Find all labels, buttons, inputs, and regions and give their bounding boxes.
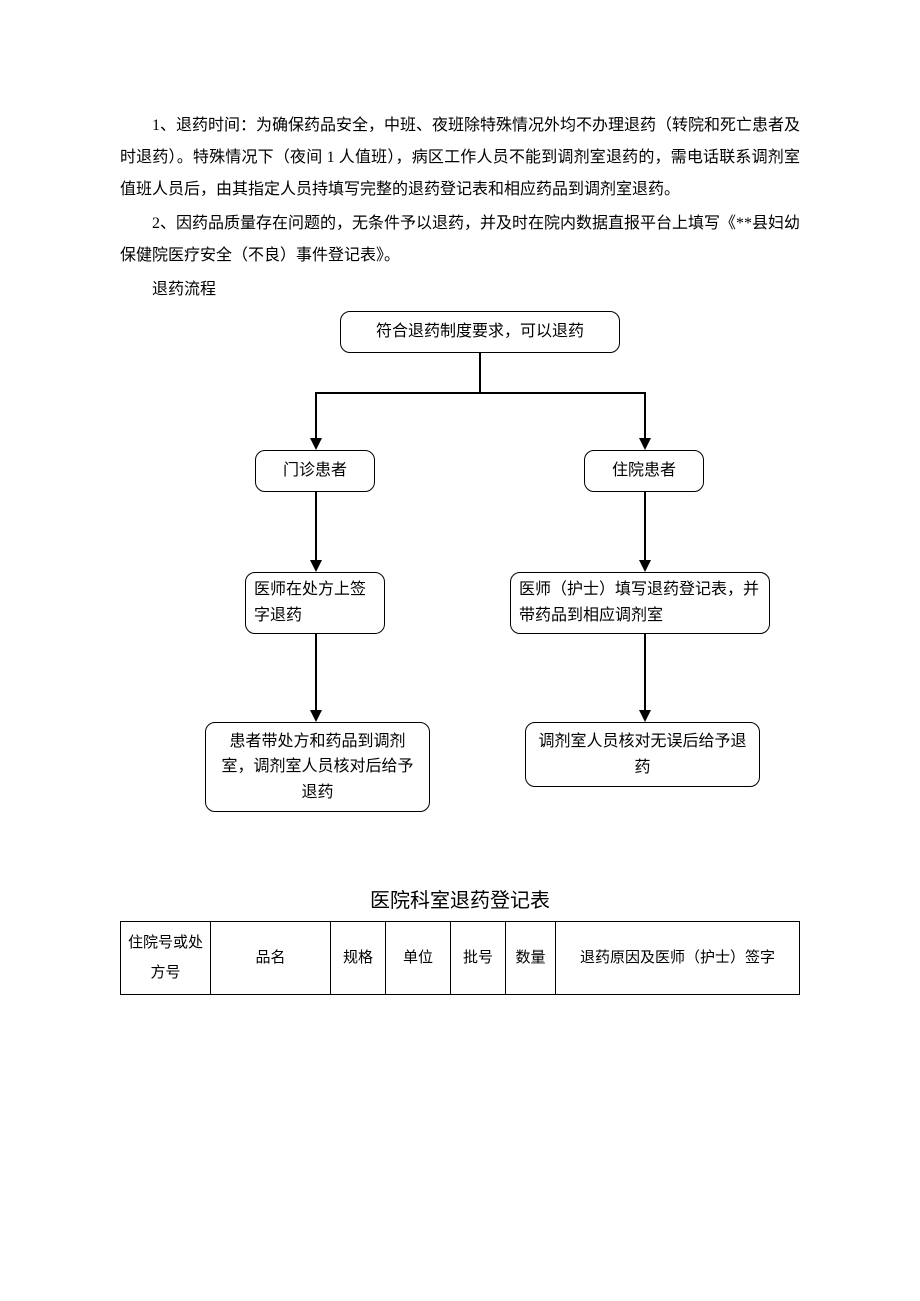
- node-fill-form: 医师（护士）填写退药登记表，并带药品到相应调剂室: [510, 572, 770, 634]
- arrow-icon: [639, 438, 651, 450]
- arrow-icon: [310, 560, 322, 572]
- node-doctor-sign: 医师在处方上签字退药: [245, 572, 385, 634]
- header-id: 住院号或处方号: [121, 922, 211, 995]
- connector: [644, 392, 646, 440]
- header-name: 品名: [211, 922, 331, 995]
- paragraph-2: 2、因药品质量存在问题的，无条件予以退药，并及时在院内数据直报平台上填写《**县…: [120, 208, 800, 272]
- node-outpatient: 门诊患者: [255, 450, 375, 492]
- table-title: 医院科室退药登记表: [120, 884, 800, 913]
- arrow-icon: [310, 710, 322, 722]
- node-inpatient: 住院患者: [584, 450, 704, 492]
- header-unit: 单位: [386, 922, 451, 995]
- connector: [315, 492, 317, 562]
- arrow-icon: [639, 710, 651, 722]
- connector: [644, 492, 646, 562]
- connector: [315, 392, 317, 440]
- header-batch: 批号: [451, 922, 506, 995]
- connector: [644, 634, 646, 712]
- flowchart-container: 符合退药制度要求，可以退药 门诊患者 住院患者 医师在处方上签字退药 医师（护士…: [200, 306, 760, 876]
- arrow-icon: [310, 438, 322, 450]
- connector: [479, 353, 481, 393]
- paragraph-1: 1、退药时间：为确保药品安全，中班、夜班除特殊情况外均不办理退药（转院和死亡患者…: [120, 110, 800, 206]
- flow-process-label: 退药流程: [120, 274, 800, 306]
- header-spec: 规格: [331, 922, 386, 995]
- node-patient-return: 患者带处方和药品到调剂室，调剂室人员核对后给予退药: [205, 722, 430, 812]
- table-header-row: 住院号或处方号 品名 规格 单位 批号 数量 退药原因及医师（护士）签字: [121, 922, 800, 995]
- connector: [315, 634, 317, 712]
- register-table: 住院号或处方号 品名 规格 单位 批号 数量 退药原因及医师（护士）签字: [120, 921, 800, 995]
- header-reason: 退药原因及医师（护士）签字: [556, 922, 800, 995]
- node-start: 符合退药制度要求，可以退药: [340, 311, 620, 353]
- node-pharmacy-verify: 调剂室人员核对无误后给予退药: [525, 722, 760, 787]
- connector: [315, 392, 645, 394]
- arrow-icon: [639, 560, 651, 572]
- header-qty: 数量: [506, 922, 556, 995]
